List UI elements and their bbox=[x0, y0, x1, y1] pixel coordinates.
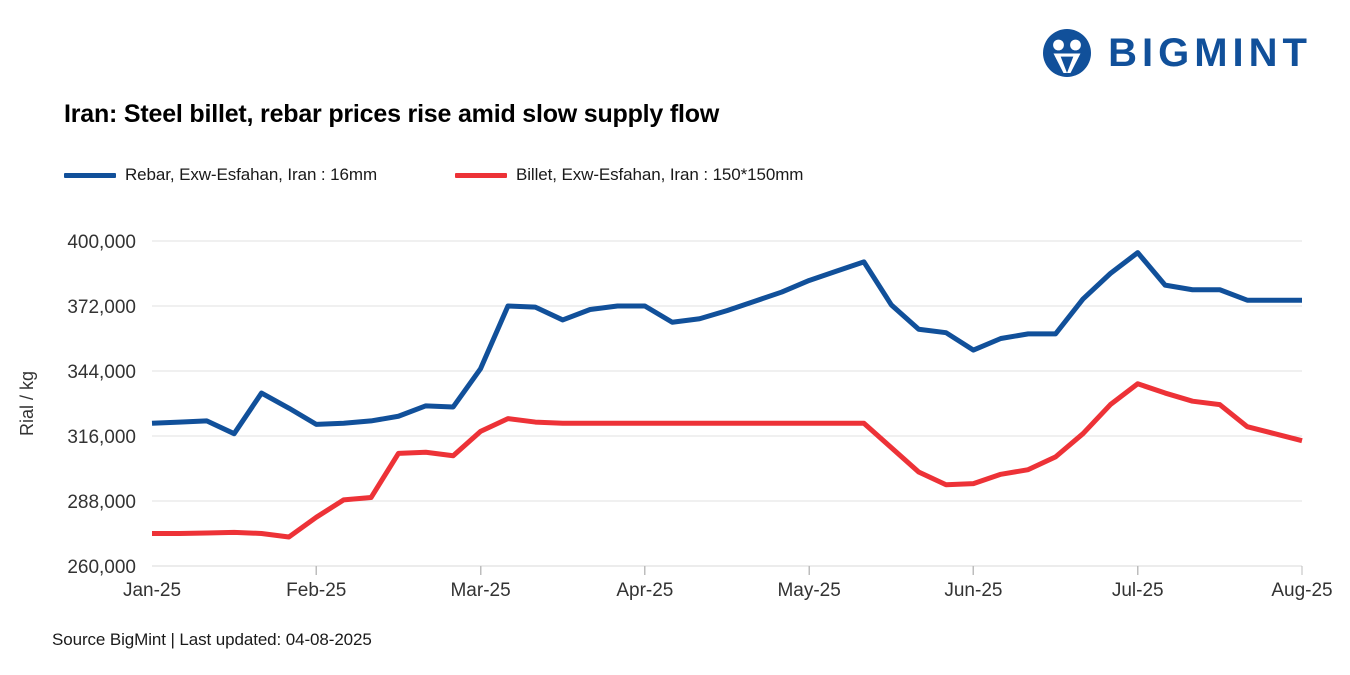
x-axis-tick-label: Jan-25 bbox=[123, 580, 181, 601]
y-axis-tick-label: 288,000 bbox=[67, 492, 136, 513]
series-line-rebar bbox=[151, 250, 1302, 437]
x-axis-tick-label: Mar-25 bbox=[450, 580, 510, 601]
legend-swatch-billet bbox=[455, 172, 508, 178]
y-axis-title: Rial / kg bbox=[17, 371, 37, 436]
legend-label-billet: Billet, Exw-Esfahan, Iran : 150*150mm bbox=[516, 165, 804, 184]
page-title: Iran: Steel billet, rebar prices rise am… bbox=[64, 100, 720, 128]
series-line-billet bbox=[152, 381, 1303, 540]
x-axis-tick-label: Jun-25 bbox=[944, 580, 1002, 601]
x-axis-tick-label: Aug-25 bbox=[1271, 580, 1332, 601]
gridlines bbox=[152, 240, 1302, 567]
axis-ticks bbox=[315, 566, 1303, 575]
x-axis-tick-label: Apr-25 bbox=[616, 580, 673, 601]
x-axis-tick-label: May-25 bbox=[777, 580, 840, 601]
source-note: Source BigMint | Last updated: 04-08-202… bbox=[52, 630, 372, 649]
y-axis-title: Rial / kg bbox=[17, 371, 37, 436]
legend-item-billet[interactable]: Billet, Exw-Esfahan, Iran : 150*150mm bbox=[455, 165, 803, 185]
bigmint-people-circle-icon bbox=[1043, 29, 1092, 77]
legend-swatch-rebar bbox=[64, 172, 116, 178]
legend-item-rebar[interactable]: Rebar, Exw-Esfahan, Iran : 16mm bbox=[64, 165, 377, 185]
y-axis-tick-label: 316,000 bbox=[67, 427, 136, 448]
x-axis-tick-label: Feb-25 bbox=[286, 580, 346, 601]
x-axis-tick-label: Jul-25 bbox=[1112, 580, 1164, 601]
legend-label-rebar: Rebar, Exw-Esfahan, Iran : 16mm bbox=[125, 165, 378, 184]
y-axis-tick-label: 400,000 bbox=[67, 232, 136, 253]
y-axis-labels: 260,000 288,000 316,000 344,000 372,000 400,0… bbox=[67, 232, 136, 578]
chart-legend: Rebar, Exw-Esfahan, Iran : 16mm Billet, … bbox=[64, 165, 803, 185]
y-axis-tick-label: 344,000 bbox=[67, 362, 136, 383]
y-axis-tick-label: 260,000 bbox=[67, 557, 136, 578]
brand-wordmark: BIGMINT bbox=[1108, 31, 1312, 75]
data-series bbox=[151, 250, 1303, 540]
x-axis-labels: Jan-25 Feb-25 Mar-25 Apr-25 May-25 Jun-25 Jul-… bbox=[123, 580, 1333, 601]
brand-logo: BIGMINT bbox=[1042, 28, 1312, 78]
y-axis-tick-label: 372,000 bbox=[67, 297, 136, 318]
